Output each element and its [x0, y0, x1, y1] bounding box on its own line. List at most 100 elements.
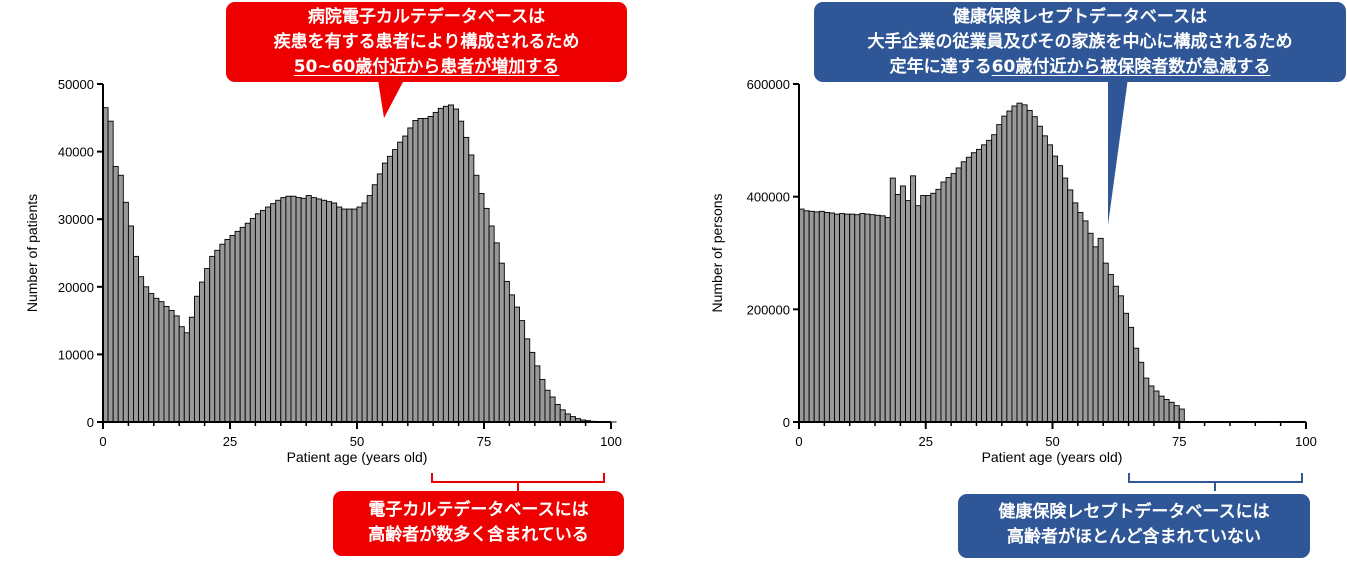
ehr-bar-age-30 — [254, 213, 261, 423]
ehr-bar-age-55 — [381, 162, 388, 423]
claims-bar-age-75 — [1178, 408, 1185, 423]
claims-bar-age-30 — [950, 173, 957, 423]
ehr-bar-age-71 — [463, 136, 470, 423]
ehr-bar-age-45 — [331, 202, 338, 423]
ehr-bar-age-10 — [153, 297, 160, 423]
ehr-bar-age-47 — [341, 208, 348, 423]
claims-bottom-callout-line-1: 健康保険レセプトデータベースには — [998, 502, 1270, 522]
ehr-y-tick-label-0: 0 — [87, 415, 94, 430]
claims-top-callout: 健康保険レセプトデータベースは 大手企業の従業員及びその家族を中心に構成されるた… — [814, 2, 1346, 82]
claims-x-tick-label-25: 25 — [919, 434, 933, 449]
claims-top-callout-line-3-underlined: 60歳付近から被保険者数が急減する — [991, 57, 1271, 77]
ehr-bar-age-34 — [275, 199, 282, 423]
claims-bar-age-44 — [1021, 104, 1028, 423]
claims-bar-age-67 — [1138, 361, 1145, 423]
claims-bar-age-36 — [981, 144, 988, 423]
claims-bar-age-39 — [996, 124, 1003, 423]
ehr-bar-age-37 — [290, 195, 297, 423]
claims-bar-age-25 — [925, 195, 932, 423]
claims-x-tick-label-75: 75 — [1172, 434, 1186, 449]
ehr-x-tick-label-100: 100 — [600, 434, 622, 449]
claims-bar-age-41 — [1006, 110, 1013, 423]
claims-bar-age-65 — [1128, 326, 1135, 423]
claims-y-ticks: 0 200000 400000 600000 — [747, 77, 799, 430]
claims-bar-age-64 — [1123, 312, 1129, 423]
claims-bar-age-74 — [1173, 405, 1180, 423]
claims-bar-age-42 — [1011, 105, 1018, 423]
ehr-bar-age-51 — [361, 202, 368, 423]
claims-bar-age-61 — [1107, 273, 1114, 423]
claims-x-axis-label: Patient age (years old) — [982, 449, 1123, 465]
claims-y-tick-label-0: 0 — [783, 415, 790, 430]
claims-bar-age-49 — [1046, 144, 1053, 423]
ehr-bar-age-44 — [326, 201, 333, 423]
ehr-bar-age-74 — [478, 193, 485, 423]
claims-bar-age-40 — [1001, 115, 1008, 423]
claims-bar-age-15 — [874, 214, 881, 423]
claims-bar-age-28 — [940, 181, 947, 423]
claims-bar-age-22 — [910, 175, 917, 423]
ehr-y-tick-label-50000: 50000 — [58, 77, 94, 92]
ehr-bar-age-62 — [417, 118, 424, 423]
ehr-bar-age-42 — [315, 198, 322, 423]
claims-bar-age-23 — [915, 205, 922, 423]
claims-bar-age-46 — [1031, 116, 1038, 423]
claims-top-callout-line-3: 定年に達する60歳付近から被保険者数が急減する — [814, 55, 1346, 80]
ehr-bar-age-32 — [265, 206, 272, 423]
claims-bar-age-54 — [1072, 202, 1079, 423]
ehr-bar-age-9 — [148, 293, 155, 423]
claims-bar-age-63 — [1117, 295, 1124, 423]
ehr-bar-age-86 — [539, 378, 546, 423]
claims-y-tick-label-400000: 400000 — [747, 190, 790, 205]
ehr-bar-age-61 — [412, 120, 419, 423]
ehr-bar-age-21 — [209, 255, 216, 423]
ehr-bar-age-58 — [397, 141, 404, 423]
ehr-bar-age-40 — [305, 195, 312, 423]
ehr-x-tick-label-50: 50 — [350, 434, 364, 449]
claims-bar-age-8 — [839, 213, 846, 423]
ehr-bar-age-53 — [371, 184, 378, 423]
claims-top-callout-line-2: 大手企業の従業員及びその家族を中心に構成されるため — [867, 32, 1293, 52]
ehr-bar-age-41 — [310, 197, 317, 423]
ehr-bottom-callout-line-1: 電子カルテデータベースには — [368, 500, 589, 520]
claims-bar-age-43 — [1016, 102, 1023, 423]
claims-bar-age-11 — [854, 214, 861, 423]
claims-bar-age-47 — [1036, 125, 1043, 423]
claims-top-callout-line-3-prefix: 定年に達する — [889, 57, 992, 77]
ehr-bar-age-4 — [122, 201, 129, 423]
claims-bar-age-1 — [803, 210, 810, 423]
ehr-bottom-callout-line-2: 高齢者が数多く含まれている — [368, 525, 589, 545]
ehr-bar-age-29 — [249, 218, 256, 423]
ehr-top-callout-line-3: 50~60歳付近から患者が増加する — [293, 57, 560, 77]
ehr-bar-age-89 — [554, 403, 561, 423]
ehr-bar-age-76 — [488, 225, 495, 423]
claims-bar-age-21 — [905, 200, 911, 423]
claims-bar-age-57 — [1087, 232, 1094, 423]
claims-bar-age-6 — [828, 212, 835, 423]
ehr-bar-age-83 — [524, 338, 531, 423]
ehr-bar-age-5 — [127, 225, 134, 423]
claims-bar-age-72 — [1163, 399, 1170, 423]
claims-bar-age-50 — [1052, 155, 1059, 423]
claims-bar-age-4 — [818, 210, 825, 423]
claims-bar-age-32 — [960, 161, 967, 423]
ehr-bar-age-48 — [346, 208, 353, 423]
claims-bar-age-56 — [1082, 220, 1089, 423]
claims-bar-age-70 — [1153, 390, 1160, 423]
claims-x-tick-label-0: 0 — [795, 434, 802, 449]
ehr-bar-age-56 — [387, 155, 394, 423]
ehr-y-tick-label-10000: 10000 — [58, 347, 94, 362]
ehr-bar-age-70 — [458, 120, 465, 423]
ehr-bar-age-33 — [270, 203, 277, 423]
ehr-bar-age-57 — [392, 149, 399, 423]
ehr-bar-age-54 — [376, 173, 383, 423]
ehr-bar-age-12 — [163, 305, 170, 423]
ehr-bar-age-65 — [432, 111, 439, 423]
claims-bar-age-20 — [899, 185, 906, 423]
ehr-bar-age-14 — [173, 315, 180, 423]
ehr-y-axis-label: Number of patients — [24, 194, 40, 312]
ehr-x-axis-label: Patient age (years old) — [287, 449, 428, 465]
claims-bottom-callout: 健康保険レセプトデータベースには 高齢者がほとんど含まれていない — [958, 494, 1310, 558]
ehr-bar-age-84 — [529, 351, 536, 423]
ehr-y-tick-label-30000: 30000 — [58, 212, 94, 227]
